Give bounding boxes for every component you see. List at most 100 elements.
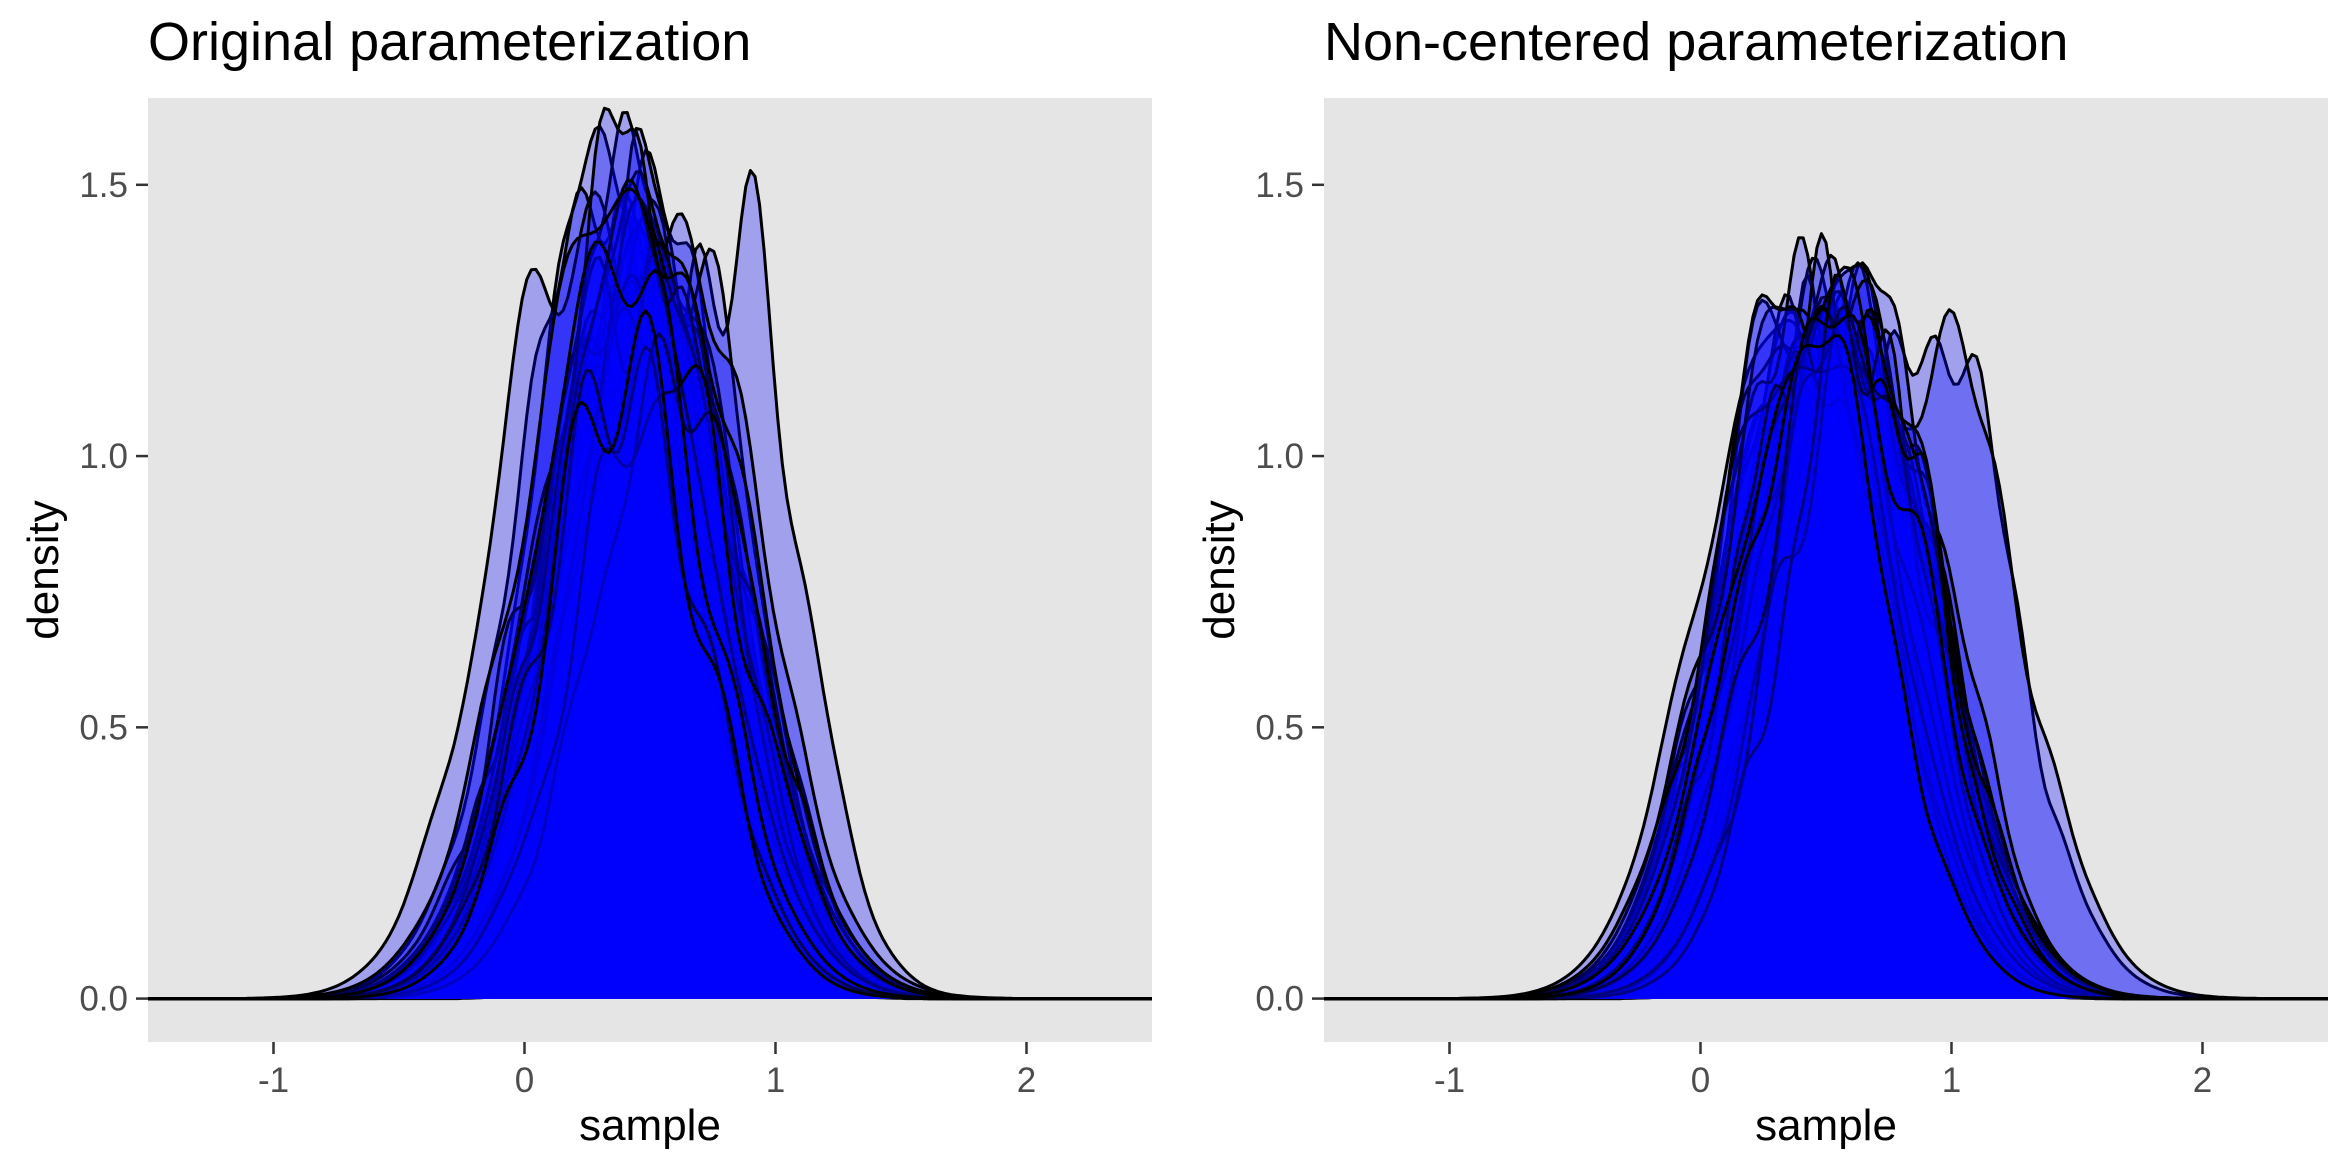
density-fill-s27 (148, 171, 1152, 999)
density-fill-s27 (1324, 309, 2328, 999)
density-fill-s2 (1324, 309, 2328, 999)
density-fill-s38 (148, 346, 1152, 999)
density-fill-s35 (1324, 318, 2328, 999)
density-fill-s1 (1324, 330, 2328, 999)
density-fill-s30 (148, 237, 1152, 999)
density-fill-s9 (1324, 299, 2328, 999)
density-fill-s32 (1324, 306, 2328, 999)
density-fill-s16 (1324, 255, 2328, 999)
x-axis-title-original: sample (579, 1101, 721, 1150)
x-tick-label: -1 (1434, 1061, 1465, 1100)
density-fill-s21 (1324, 264, 2328, 999)
density-fill-s8 (148, 340, 1152, 999)
density-fill-s21 (148, 342, 1152, 999)
x-tick-label: 2 (1017, 1061, 1036, 1100)
density-fill-s16 (148, 300, 1152, 999)
y-tick-label: 0.0 (1255, 980, 1304, 1019)
density-fill-s40 (1324, 335, 2328, 999)
density-fill-s40 (148, 310, 1152, 999)
density-fill-s6 (1324, 262, 2328, 999)
x-axis-title-noncentered: sample (1755, 1101, 1897, 1150)
density-fill-s10 (148, 296, 1152, 999)
x-tick-label: 1 (1942, 1061, 1961, 1100)
density-fill-s3 (1324, 312, 2328, 999)
density-fill-s39 (148, 242, 1152, 999)
x-tick-label: 0 (515, 1061, 534, 1100)
density-fill-s19 (148, 128, 1152, 999)
x-tick-label: 1 (766, 1061, 785, 1100)
density-fill-s11 (148, 329, 1152, 999)
density-fill-s23 (1324, 237, 2328, 999)
density-fill-s12 (1324, 262, 2328, 999)
density-fill-s13 (1324, 300, 2328, 999)
density-fill-s14 (148, 228, 1152, 999)
x-tick-label: -1 (258, 1061, 289, 1100)
x-axis-noncentered: -1 0 1 2 (1434, 1042, 2212, 1100)
density-fill-s3 (148, 170, 1152, 999)
y-tick-label: 1.0 (1255, 437, 1304, 476)
panel-title-noncentered: Non-centered parameterization (1324, 12, 2068, 72)
y-tick-label: 0.5 (79, 708, 128, 747)
density-fill-s26 (1324, 306, 2328, 999)
density-fill-s15 (148, 301, 1152, 999)
density-fill-s5 (148, 237, 1152, 999)
density-fill-s18 (148, 213, 1152, 999)
density-fill-s28 (1324, 329, 2328, 999)
density-fill-s28 (148, 275, 1152, 999)
density-fill-s19 (1324, 294, 2328, 999)
density-fill-s35 (148, 189, 1152, 999)
density-fill-s37 (148, 365, 1152, 999)
density-fill-s7 (1324, 274, 2328, 999)
density-fill-s36 (1324, 365, 2328, 999)
density-fill-s32 (148, 198, 1152, 999)
density-fill-s7 (148, 240, 1152, 999)
plot-background-noncentered (1324, 98, 2328, 1042)
density-curves-noncentered (1324, 232, 2328, 1001)
y-axis-title-original: density (19, 500, 68, 639)
density-curve-s40 (148, 309, 1152, 1001)
density-fill-s24 (148, 388, 1152, 999)
density-fill-s30 (1324, 233, 2328, 999)
density-fill-s15 (1324, 329, 2328, 999)
density-fill-s18 (1324, 296, 2328, 999)
density-fill-s29 (148, 308, 1152, 999)
density-fill-s2 (148, 150, 1152, 999)
panel-title-original: Original parameterization (148, 12, 751, 72)
density-fill-s22 (1324, 279, 2328, 999)
y-tick-label: 0.0 (79, 980, 128, 1019)
density-fill-s8 (1324, 258, 2328, 999)
density-fill-s31 (148, 242, 1152, 999)
density-fill-s25 (1324, 370, 2328, 999)
y-tick-label: 1.0 (79, 437, 128, 476)
density-fill-s1 (148, 126, 1152, 999)
density-curve-s40 (1324, 334, 2328, 1001)
y-tick-label: 0.5 (1255, 708, 1304, 747)
x-tick-label: 2 (2193, 1061, 2212, 1100)
density-fill-s9 (148, 197, 1152, 999)
density-fill-s24 (1324, 291, 2328, 999)
density-fill-s17 (1324, 380, 2328, 999)
y-axis-original: 0.0 0.5 1.0 1.5 (79, 166, 148, 1019)
x-axis-original: -1 0 1 2 (258, 1042, 1036, 1100)
density-fill-s33 (148, 108, 1152, 999)
density-fill-s13 (148, 112, 1152, 999)
x-tick-label: 0 (1691, 1061, 1710, 1100)
y-tick-label: 1.5 (1255, 166, 1304, 205)
density-fill-s14 (1324, 343, 2328, 999)
y-axis-title-noncentered: density (1195, 500, 1244, 639)
density-curves-original (148, 106, 1152, 1001)
density-fill-s4 (1324, 320, 2328, 999)
density-fill-s37 (1324, 306, 2328, 999)
density-fill-s11 (1324, 294, 2328, 999)
density-fill-s5 (1324, 338, 2328, 999)
density-fill-s34 (1324, 294, 2328, 999)
density-fill-s29 (1324, 314, 2328, 999)
panel-original: Original parameterization 0.0 0.5 1.0 1.5 -… (19, 12, 1152, 1150)
density-fill-s36 (148, 333, 1152, 999)
density-fill-s31 (1324, 267, 2328, 999)
density-fill-s17 (148, 324, 1152, 999)
density-fill-s4 (148, 187, 1152, 999)
density-fill-s23 (148, 311, 1152, 999)
density-fill-s26 (148, 213, 1152, 999)
